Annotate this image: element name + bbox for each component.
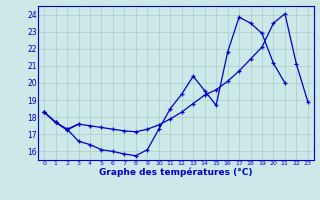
X-axis label: Graphe des températures (°C): Graphe des températures (°C) xyxy=(99,168,253,177)
